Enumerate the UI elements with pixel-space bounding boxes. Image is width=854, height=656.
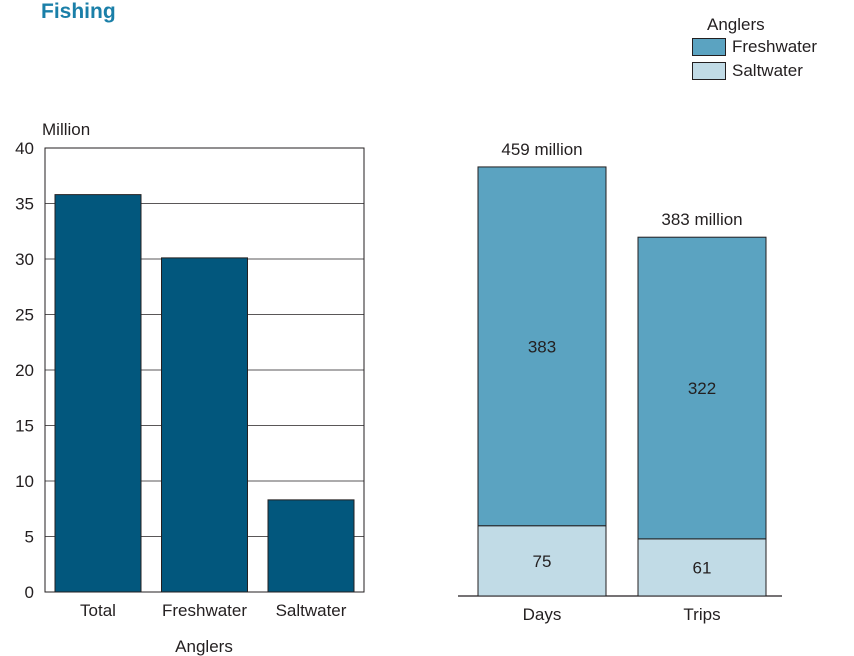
stacked-bar-segment [477,525,607,597]
data-label: 75 [533,552,552,571]
legend-item-saltwater: Saltwater [692,60,817,84]
bar [161,257,248,593]
y-tick-label: 35 [15,195,34,214]
y-tick-label: 0 [25,583,34,602]
legend-swatch-freshwater [692,38,726,56]
x-tick-label: Days [523,605,562,624]
y-tick-label: 20 [15,361,34,380]
total-label: 383 million [661,210,742,229]
legend-label-saltwater: Saltwater [732,61,803,80]
legend-item-freshwater: Freshwater [692,36,817,60]
stacked-bar-segment [477,166,607,527]
legend: Anglers Freshwater Saltwater [692,14,817,84]
plot-frame [44,147,365,593]
x-tick-label: Freshwater [162,601,247,620]
data-label: 383 [528,337,556,356]
legend-swatch-saltwater [692,62,726,80]
data-label: 322 [688,379,716,398]
x-tick-label: Saltwater [276,601,347,620]
x-tick-label: Total [80,601,116,620]
stacked-bar-segment [637,236,767,540]
y-tick-label: 40 [15,139,34,158]
x-tick-label: Trips [683,605,720,624]
legend-title: Anglers [707,15,765,34]
legend-label-freshwater: Freshwater [732,37,818,56]
total-label: 459 million [501,140,582,159]
data-label: 61 [693,558,712,577]
y-tick-label: 25 [15,306,34,325]
bar [54,194,142,593]
y-axis-label: Million [42,120,90,139]
y-tick-label: 15 [15,417,34,436]
y-tick-label: 30 [15,250,34,269]
bar [267,499,355,593]
y-tick-label: 5 [25,528,34,547]
x-axis-label: Anglers [175,637,233,656]
chart-title: Fishing [41,0,116,23]
y-tick-label: 10 [15,472,34,491]
